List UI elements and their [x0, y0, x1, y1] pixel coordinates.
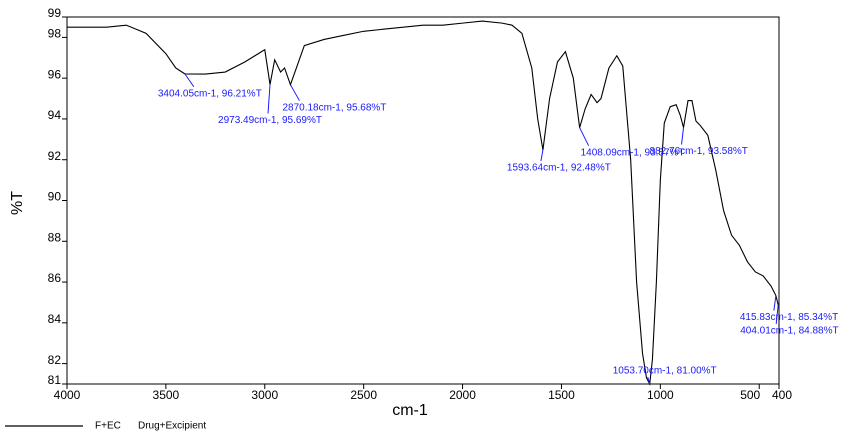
x-tick-label: 2500 [350, 388, 377, 402]
annotation-leader [267, 84, 271, 114]
y-axis-label: %T [9, 191, 26, 215]
annotation: 404.01cm-1, 84.88%T [740, 326, 838, 337]
annotation: 1053.70cm-1, 81.00%T [613, 366, 717, 377]
y-tick-label: 90 [48, 190, 62, 204]
annotation: 2870.18cm-1, 95.68%T [282, 102, 386, 113]
annotation-leader [773, 295, 777, 311]
annotation-leader [681, 127, 685, 145]
annotation-leader [540, 149, 544, 162]
x-tick-label: 400 [772, 388, 792, 402]
y-tick-label: 94 [48, 108, 62, 122]
annotation: 1408.09cm-1, 93.57%T [581, 147, 685, 158]
annotation-leader [184, 73, 195, 88]
x-tick-label: 1500 [548, 388, 575, 402]
annotation-leader [775, 304, 779, 324]
x-tick-label: 1000 [647, 388, 674, 402]
x-tick-label: 3500 [153, 388, 180, 402]
y-tick-label: 88 [48, 230, 62, 244]
y-tick-label: 82 [48, 353, 62, 367]
x-tick-label: 3000 [251, 388, 278, 402]
annotation: 2973.49cm-1, 95.69%T [218, 115, 322, 126]
annotation-leader [290, 84, 300, 101]
x-axis-label: cm-1 [392, 402, 428, 419]
y-tick-label: 92 [48, 149, 62, 163]
annotation: 415.83cm-1, 85.34%T [740, 312, 838, 323]
annotation: 3404.05cm-1, 96.21%T [158, 89, 262, 100]
plot-frame [66, 16, 780, 385]
annotation: 882.76cm-1, 93.58%T [650, 146, 748, 157]
y-tick-label: 98 [48, 27, 62, 41]
legend-description: Drug+Excipient [138, 421, 206, 432]
spectrum-line [67, 20, 779, 386]
legend-label: F+EC [95, 421, 121, 432]
x-tick-label: 500 [740, 388, 760, 402]
y-tick-label: 96 [48, 67, 62, 81]
y-tick-label: 84 [48, 312, 62, 326]
annotation: 1593.64cm-1, 92.48%T [507, 163, 611, 174]
y-tick-label: 99 [48, 6, 62, 20]
annotation-leader [647, 376, 651, 385]
y-tick-label: 81 [48, 373, 62, 387]
x-tick-label: 2000 [449, 388, 476, 402]
annotation-leader [579, 127, 590, 146]
x-tick-label: 4000 [54, 388, 81, 402]
y-tick-label: 86 [48, 271, 62, 285]
